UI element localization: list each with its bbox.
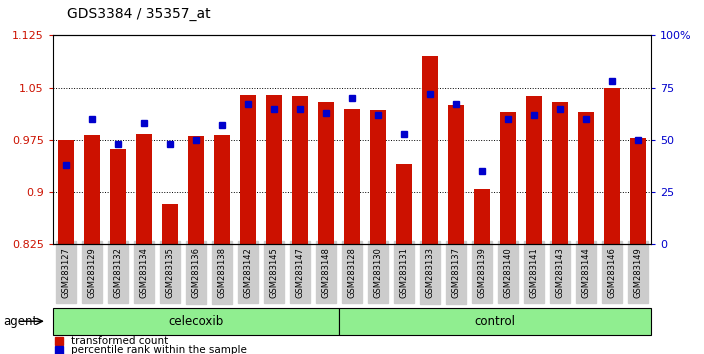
Bar — [162, 204, 177, 244]
Text: percentile rank within the sample: percentile rank within the sample — [70, 346, 246, 354]
Bar — [58, 140, 74, 244]
Bar — [188, 136, 203, 244]
Bar — [579, 112, 594, 244]
Bar — [370, 110, 386, 244]
Bar — [630, 138, 646, 244]
Bar — [318, 102, 334, 244]
Bar — [292, 96, 308, 244]
Bar — [110, 149, 125, 244]
Bar — [240, 95, 256, 244]
Text: control: control — [474, 315, 515, 328]
Bar — [553, 102, 568, 244]
Text: transformed count: transformed count — [70, 336, 168, 346]
Text: celecoxib: celecoxib — [168, 315, 224, 328]
Bar — [422, 56, 438, 244]
Bar — [474, 189, 490, 244]
Bar — [396, 164, 412, 244]
Bar — [501, 112, 516, 244]
Bar — [527, 96, 542, 244]
Bar — [84, 135, 100, 244]
Bar — [53, 308, 339, 335]
Bar — [339, 308, 651, 335]
Bar — [604, 88, 620, 244]
Bar — [214, 135, 230, 244]
Text: agent: agent — [4, 315, 38, 328]
Bar — [448, 105, 464, 244]
Text: GDS3384 / 35357_at: GDS3384 / 35357_at — [67, 7, 210, 21]
Bar — [266, 95, 282, 244]
Bar — [136, 133, 151, 244]
Bar — [344, 108, 360, 244]
